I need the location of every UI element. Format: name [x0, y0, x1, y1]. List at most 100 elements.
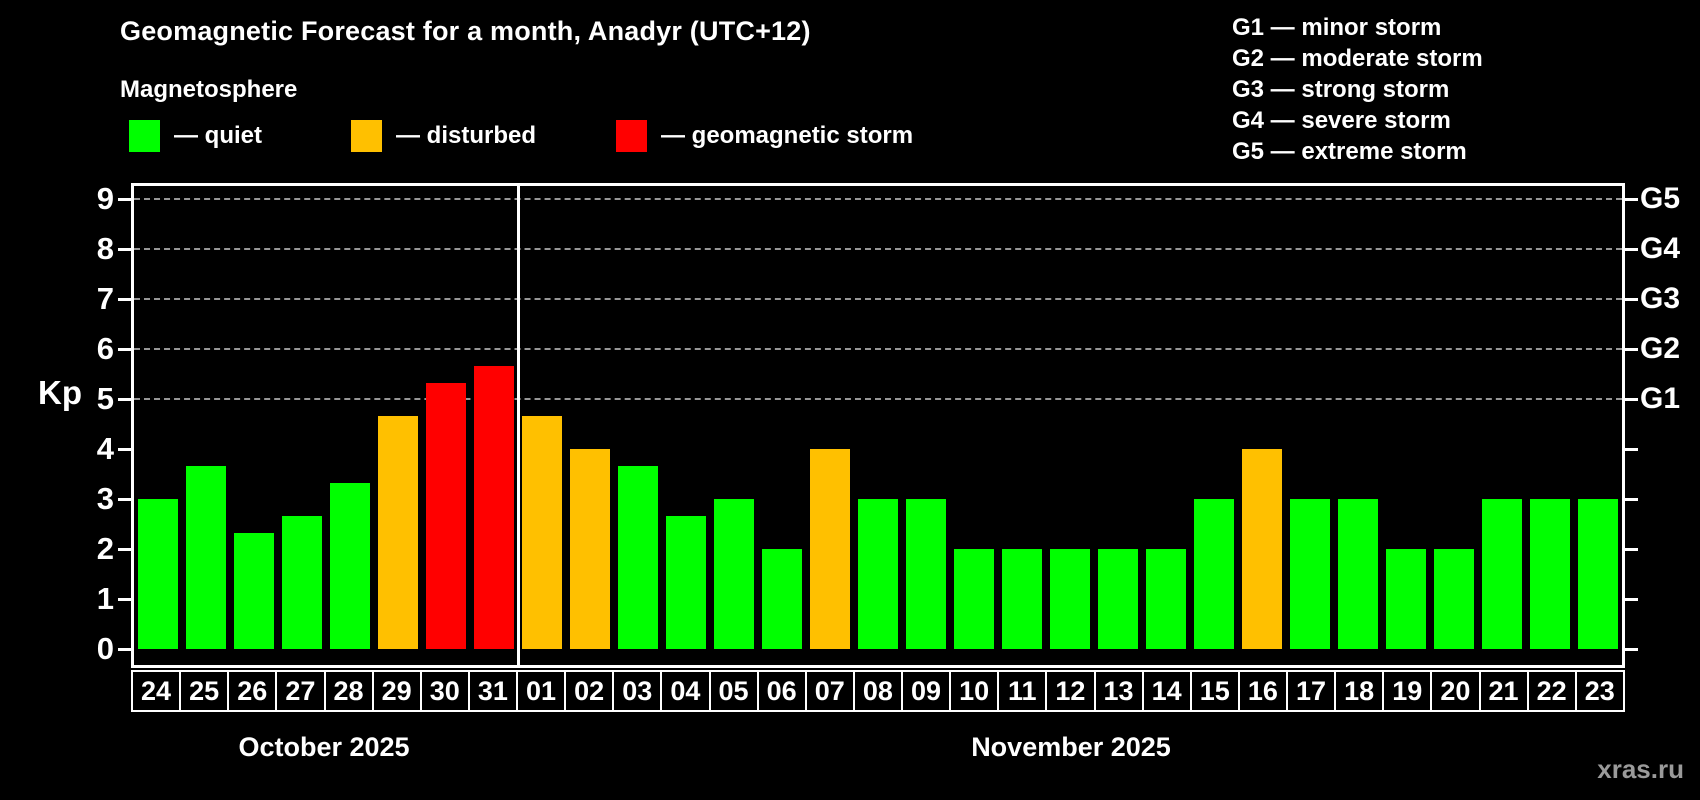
legend-item-disturbed: — disturbed [351, 120, 536, 152]
kp-bar-day-17-quiet [1290, 499, 1330, 649]
day-label-cell-15: 15 [1189, 670, 1240, 712]
day-label-cell-29: 29 [371, 670, 422, 712]
day-label-cell-31: 31 [467, 670, 518, 712]
legend-quiet-label: — quiet [174, 122, 262, 149]
g-axis-label-g1: G1 [1640, 382, 1681, 415]
kp-bar-day-09-quiet [906, 499, 946, 649]
kp-bar-day-14-quiet [1146, 549, 1186, 649]
day-label-cell-17: 17 [1286, 670, 1337, 712]
g-axis-label-g4: G4 [1640, 232, 1681, 265]
day-label-cell-05: 05 [708, 670, 759, 712]
day-label-cell-01: 01 [516, 670, 567, 712]
kp-bar-day-23-quiet [1578, 499, 1618, 649]
day-label-cell-19: 19 [1382, 670, 1433, 712]
legend-disturbed-label: — disturbed [396, 122, 537, 149]
day-label-cell-07: 07 [804, 670, 855, 712]
kp-bar-day-12-quiet [1050, 549, 1090, 649]
y-tick-label-1: 1 [96, 581, 114, 616]
left-tick-kp0 [118, 648, 131, 651]
right-tick-kp5 [1625, 398, 1638, 401]
kp-bar-day-10-quiet [954, 549, 994, 649]
kp-bar-day-13-quiet [1098, 549, 1138, 649]
storm-scale-g4: G4 — severe storm [1232, 107, 1451, 134]
kp-bar-day-27-quiet [282, 515, 322, 649]
right-tick-kp9 [1625, 198, 1638, 201]
y-tick-label-4: 4 [96, 431, 114, 466]
y-tick-label-8: 8 [96, 231, 114, 266]
day-label-cell-14: 14 [1141, 670, 1192, 712]
day-label-cell-25: 25 [179, 670, 230, 712]
day-label-cell-13: 13 [1093, 670, 1144, 712]
day-label-cell-18: 18 [1334, 670, 1385, 712]
kp-bar-day-29-disturbed [378, 415, 418, 649]
storm-scale-legend: G1 — minor storm G2 — moderate storm G3 … [1232, 12, 1483, 167]
kp-bar-day-25-quiet [186, 465, 226, 649]
legend-item-storm: — geomagnetic storm [616, 120, 913, 152]
day-label-cell-30: 30 [419, 670, 470, 712]
day-label-cell-03: 03 [612, 670, 663, 712]
right-tick-kp7 [1625, 298, 1638, 301]
left-tick-kp2 [118, 548, 131, 551]
kp-bar-day-16-disturbed [1242, 449, 1282, 649]
storm-scale-g5: G5 — extreme storm [1232, 138, 1467, 165]
kp-bar-day-05-quiet [714, 499, 754, 649]
y-tick-label-9: 9 [96, 181, 114, 216]
left-tick-kp5 [118, 398, 131, 401]
g-axis-label-g2: G2 [1640, 332, 1681, 365]
month-label-october: October 2025 [238, 732, 410, 762]
magnetosphere-label: Magnetosphere [120, 76, 298, 103]
legend-storm-label: — geomagnetic storm [661, 122, 914, 149]
left-tick-kp4 [118, 448, 131, 451]
day-label-cell-08: 08 [852, 670, 903, 712]
g-axis-label-g3: G3 [1640, 282, 1681, 315]
storm-scale-g3: G3 — strong storm [1232, 76, 1450, 103]
watermark-xras: xras.ru [1597, 754, 1684, 784]
left-tick-kp8 [118, 248, 131, 251]
kp-bar-day-04-quiet [666, 515, 706, 649]
month-separator-line [516, 186, 520, 665]
storm-scale-g1: G1 — minor storm [1232, 14, 1442, 41]
day-label-cell-22: 22 [1526, 670, 1577, 712]
kp-bar-day-01-disturbed [522, 415, 562, 649]
kp-bar-day-11-quiet [1002, 549, 1042, 649]
day-label-cell-09: 09 [901, 670, 952, 712]
right-tick-kp3 [1625, 498, 1638, 501]
kp-bar-day-30-storm [426, 382, 466, 649]
kp-bar-day-28-quiet [330, 482, 370, 649]
quiet-color-swatch [129, 120, 160, 152]
y-tick-label-3: 3 [96, 481, 114, 516]
day-label-cell-23: 23 [1574, 670, 1625, 712]
left-tick-kp9 [118, 198, 131, 201]
kp-bar-day-02-disturbed [570, 449, 610, 649]
kp-bar-day-26-quiet [234, 532, 274, 649]
kp-bar-day-22-quiet [1530, 499, 1570, 649]
storm-scale-g2: G2 — moderate storm [1232, 45, 1483, 72]
storm-color-swatch [616, 120, 647, 152]
day-label-cell-24: 24 [131, 670, 182, 712]
y-tick-label-7: 7 [96, 281, 114, 316]
day-label-cell-26: 26 [227, 670, 278, 712]
kp-bar-day-06-quiet [762, 549, 802, 649]
kp-bar-day-07-disturbed [810, 449, 850, 649]
gridline-kp5 [134, 398, 1622, 400]
kp-bar-day-03-quiet [618, 465, 658, 649]
day-label-cell-21: 21 [1478, 670, 1529, 712]
right-tick-kp6 [1625, 348, 1638, 351]
kp-bar-day-21-quiet [1482, 499, 1522, 649]
g-axis-label-g5: G5 [1640, 182, 1681, 215]
right-tick-kp4 [1625, 448, 1638, 451]
gridline-kp6 [134, 348, 1622, 350]
day-label-cell-11: 11 [997, 670, 1048, 712]
gridline-kp8 [134, 248, 1622, 250]
y-tick-label-0: 0 [96, 631, 114, 666]
kp-bar-day-24-quiet [138, 499, 178, 649]
plot-area: 0 1 2 3 4 5 6 7 8 9 G1 G2 G3 G4 G5 [97, 182, 1680, 668]
month-label-november: November 2025 [971, 732, 1171, 762]
right-tick-kp0 [1625, 648, 1638, 651]
kp-bar-day-18-quiet [1338, 499, 1378, 649]
right-tick-kp8 [1625, 248, 1638, 251]
left-tick-kp3 [118, 498, 131, 501]
kp-bar-day-20-quiet [1434, 549, 1474, 649]
day-axis-row: 24 25 26 27 28 29 30 31 01 02 03 04 05 06 07 08 09 10 11 12… [131, 670, 1625, 712]
chart-title: Geomagnetic Forecast for a month, Anadyr… [120, 16, 811, 46]
